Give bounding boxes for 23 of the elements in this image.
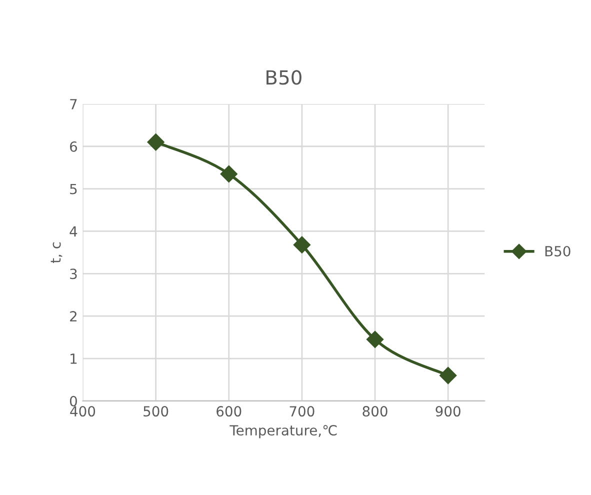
point [440, 366, 457, 384]
x-tick-label: 400 [70, 406, 96, 417]
y-tick-label: 6 [70, 141, 78, 152]
chart-title: B50 [266, 70, 302, 85]
y-tick-label: 3 [70, 268, 77, 280]
y-axis-title: t, c [50, 242, 62, 264]
y-tick-label: 1 [70, 354, 77, 364]
x-tick-label: 700 [290, 406, 314, 417]
point [220, 165, 238, 183]
x-tick-label: 800 [362, 406, 388, 417]
x-axis-title: Temperature,℃ [230, 425, 337, 438]
y-tick-label: 5 [70, 184, 77, 194]
y-tick-label: 2 [70, 311, 76, 322]
x-tick-label: 900 [436, 406, 460, 417]
point [147, 134, 164, 151]
y-tick-label: 0 [70, 396, 77, 406]
legend-label: B50 [545, 246, 570, 256]
point [293, 236, 310, 254]
y-tick-label: 7 [70, 99, 77, 110]
y-tick-label: 4 [70, 226, 78, 237]
x-tick-label: 600 [216, 406, 242, 417]
x-tick-label: 500 [144, 406, 168, 417]
point [366, 330, 384, 348]
